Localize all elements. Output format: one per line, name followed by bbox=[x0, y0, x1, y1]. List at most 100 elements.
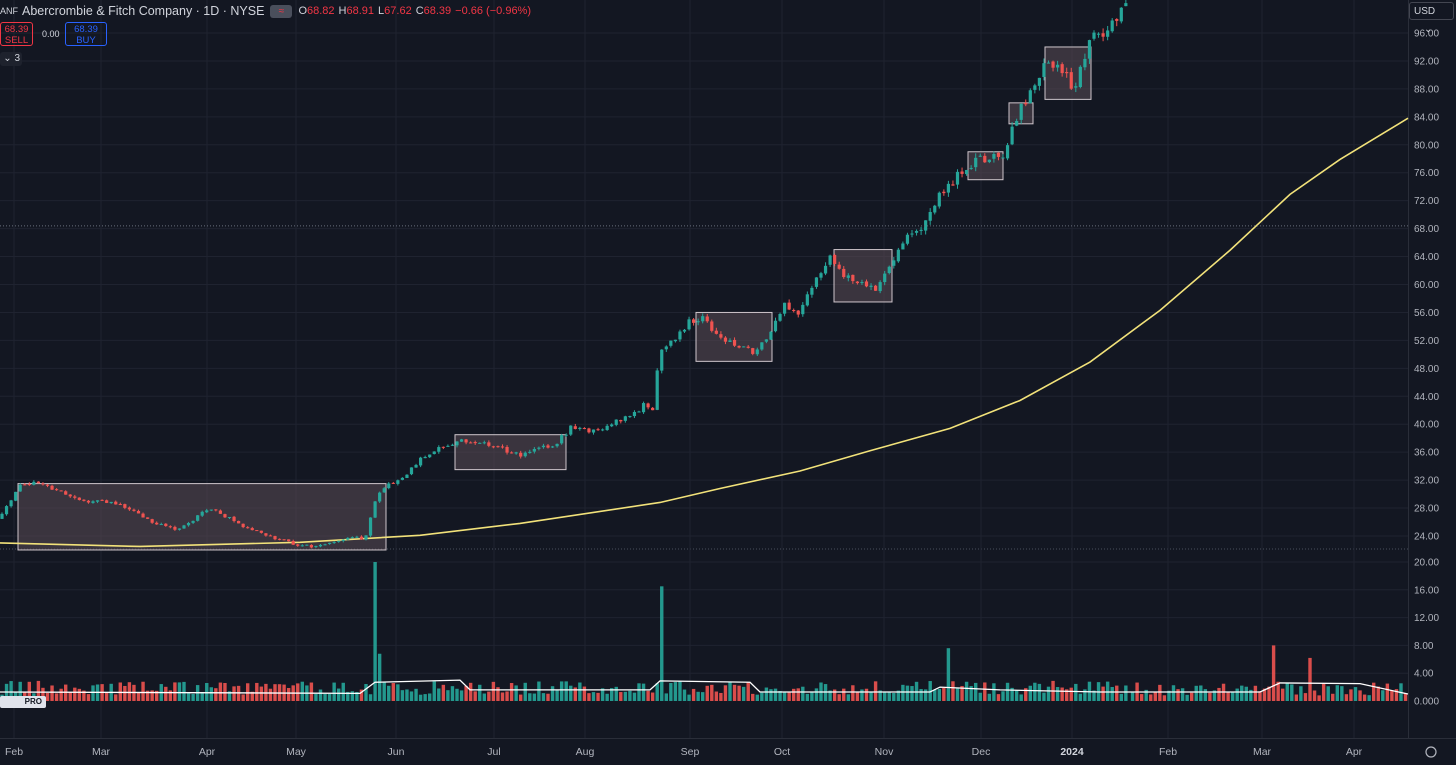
sma-line[interactable] bbox=[0, 117, 1409, 548]
volume-bar bbox=[1130, 692, 1135, 701]
candle-body bbox=[82, 499, 86, 501]
candle-body bbox=[223, 514, 227, 518]
volume-bar bbox=[528, 693, 532, 701]
time-axis[interactable]: Feb Mar Apr May Jun Jul Aug Sep Oct Nov Dec 2024 Feb… bbox=[5, 746, 1437, 758]
candle-body bbox=[455, 441, 459, 446]
volume-bar bbox=[1019, 694, 1023, 701]
volume-bar bbox=[782, 692, 787, 701]
candle-body bbox=[105, 500, 109, 503]
candle-body bbox=[1028, 90, 1032, 104]
candle-body bbox=[837, 264, 841, 269]
volume-bar bbox=[1115, 685, 1119, 701]
candle-body bbox=[864, 281, 869, 287]
price-tick-label: 44.00 bbox=[1414, 392, 1439, 403]
volume-bar bbox=[1349, 689, 1353, 701]
candle-body bbox=[268, 535, 273, 537]
change-value: −0.66 (−0.96%) bbox=[455, 5, 532, 17]
price-tick-label: 24.00 bbox=[1414, 532, 1439, 543]
candle-body bbox=[214, 509, 218, 511]
volume-bar bbox=[1024, 688, 1028, 701]
volume-bar bbox=[1105, 681, 1110, 701]
volume-bar bbox=[632, 692, 637, 701]
volume-bar bbox=[974, 682, 978, 701]
indicators-toggle-button[interactable]: ⌄ 3 bbox=[0, 52, 22, 66]
volume-bar bbox=[482, 693, 486, 701]
volume-bar bbox=[737, 685, 741, 701]
time-tick-label: Dec bbox=[972, 746, 991, 758]
price-tick-label: 40.00 bbox=[1414, 420, 1439, 431]
candle-body bbox=[728, 340, 732, 342]
volume-bar bbox=[1303, 693, 1308, 701]
volume-bar bbox=[491, 681, 496, 701]
volume-bar bbox=[118, 682, 122, 701]
volume-bar bbox=[660, 586, 664, 701]
volume-bar bbox=[1381, 690, 1385, 701]
volume-bar bbox=[1240, 685, 1244, 701]
volume-bar bbox=[732, 684, 737, 701]
candle-body bbox=[846, 275, 850, 278]
time-tick-label: Jun bbox=[388, 746, 405, 758]
volume-bar bbox=[805, 693, 810, 701]
candle-body bbox=[14, 491, 18, 501]
candle-body bbox=[641, 403, 646, 413]
volume-bar bbox=[1367, 695, 1371, 701]
candle-body bbox=[1033, 85, 1037, 90]
volume-bar bbox=[928, 681, 932, 701]
time-tick-label: May bbox=[286, 746, 307, 758]
consolidation-box[interactable] bbox=[454, 434, 567, 471]
candles bbox=[0, 0, 1128, 549]
candle-body bbox=[582, 428, 586, 430]
volume-bar bbox=[587, 693, 591, 701]
volume-bar bbox=[1376, 686, 1380, 701]
candle-body bbox=[546, 445, 550, 448]
sell-button[interactable]: 68.39 SELL bbox=[0, 22, 33, 46]
volume-bar bbox=[309, 682, 314, 701]
volume-bar bbox=[1235, 688, 1239, 701]
candle-body bbox=[318, 544, 323, 547]
buy-button[interactable]: 68.39 BUY bbox=[65, 22, 107, 46]
price-tick-label: 80.00 bbox=[1414, 140, 1439, 151]
volume-bar bbox=[150, 690, 154, 701]
volume-bar bbox=[1344, 694, 1349, 701]
candle-body bbox=[191, 520, 195, 523]
time-tick-label: Sep bbox=[681, 746, 700, 758]
candle-body bbox=[1106, 30, 1110, 37]
volume-bar bbox=[1180, 688, 1185, 701]
candle-body bbox=[1001, 157, 1005, 159]
volume-bar bbox=[983, 682, 987, 701]
volume-bar bbox=[1176, 689, 1180, 701]
volume-bar bbox=[1055, 687, 1060, 701]
volume-bar bbox=[337, 688, 341, 701]
volume-bar bbox=[1001, 691, 1005, 701]
price-tick-label: 56.00 bbox=[1414, 308, 1439, 319]
volume-bar bbox=[600, 688, 605, 701]
price-axis[interactable]: 96.00 92.00 88.00 84.00 80.00 76.00 72.00 68.00… bbox=[1414, 29, 1439, 708]
currency-button[interactable]: USD ⌄ bbox=[1409, 2, 1454, 35]
price-tick-label: 84.00 bbox=[1414, 112, 1439, 123]
candle-body bbox=[218, 510, 222, 514]
volume-bar bbox=[1010, 687, 1014, 701]
volume-bar bbox=[792, 688, 796, 701]
volume-bar bbox=[423, 694, 427, 701]
volume-ma-line[interactable] bbox=[0, 679, 1409, 695]
candle-body bbox=[450, 444, 455, 446]
gear-icon[interactable] bbox=[1425, 746, 1437, 758]
volume-bar bbox=[227, 691, 232, 701]
volume-bar bbox=[582, 686, 587, 701]
candle-body bbox=[573, 426, 577, 429]
volume-bar bbox=[678, 681, 682, 701]
volume-bar bbox=[259, 686, 264, 701]
price-tick-label: 60.00 bbox=[1414, 280, 1439, 291]
candle-body bbox=[36, 481, 40, 484]
open-key: O bbox=[298, 5, 308, 17]
candle-body bbox=[118, 504, 122, 506]
candle-body bbox=[796, 310, 800, 315]
candle-body bbox=[892, 260, 896, 266]
symbol-title[interactable]: Abercrombie & Fitch Company · 1D · NYSE bbox=[22, 4, 265, 18]
candle-body bbox=[974, 157, 978, 168]
flag-icon[interactable]: ≈ bbox=[270, 4, 293, 18]
candle-body bbox=[409, 467, 414, 475]
time-tick-label: Apr bbox=[1346, 746, 1363, 758]
volume-bar bbox=[1101, 686, 1105, 701]
